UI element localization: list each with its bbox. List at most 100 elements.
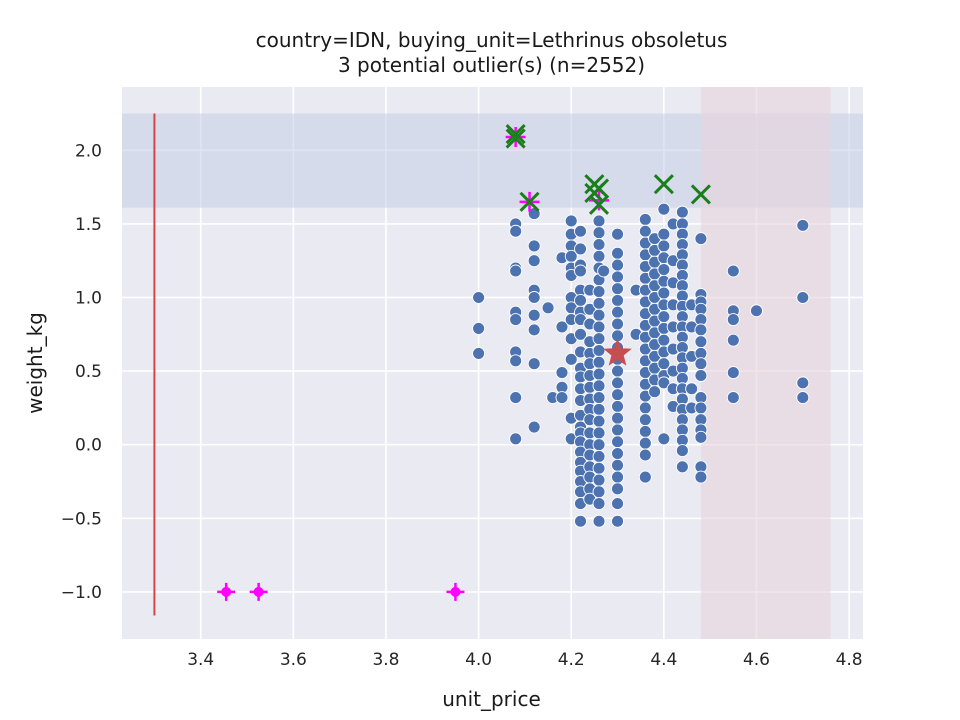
x-tick-label: 4.6 xyxy=(743,650,770,670)
data-point xyxy=(592,450,606,463)
y-axis-label: weight_kg xyxy=(23,312,47,414)
data-point xyxy=(574,242,587,256)
data-point xyxy=(472,291,486,304)
plus-marker xyxy=(589,190,610,211)
y-tick-label: 0.0 xyxy=(75,436,102,456)
data-point xyxy=(592,473,606,487)
data-point xyxy=(592,497,606,511)
data-point xyxy=(592,391,606,405)
x-tick-label: 3.6 xyxy=(280,650,307,670)
data-point xyxy=(564,352,578,366)
data-point xyxy=(509,354,523,368)
data-point xyxy=(592,414,606,428)
data-point xyxy=(509,391,523,405)
data-point xyxy=(592,285,606,299)
data-point xyxy=(694,232,708,246)
data-point xyxy=(685,382,699,396)
data-point xyxy=(592,514,606,528)
data-point xyxy=(611,447,624,460)
data-point xyxy=(796,291,810,304)
data-point xyxy=(638,213,652,226)
centroid-star xyxy=(603,338,632,366)
data-point xyxy=(592,426,606,440)
data-point xyxy=(592,238,606,251)
data-point xyxy=(555,366,569,380)
data-point xyxy=(726,391,740,405)
data-point xyxy=(694,323,708,337)
data-point xyxy=(726,264,740,278)
data-point xyxy=(796,376,810,390)
data-point xyxy=(592,214,606,228)
data-point xyxy=(583,302,597,316)
data-point xyxy=(638,448,652,462)
data-point xyxy=(527,254,541,268)
data-point xyxy=(592,344,606,357)
y-tick-label: −1.0 xyxy=(61,583,102,603)
data-point xyxy=(541,301,555,315)
data-point xyxy=(694,430,708,444)
data-point xyxy=(694,369,708,382)
y-tick-label: −0.5 xyxy=(61,509,102,529)
data-point xyxy=(592,402,606,416)
data-point xyxy=(611,458,624,472)
data-point xyxy=(611,282,624,296)
data-point xyxy=(611,435,624,449)
data-point xyxy=(726,366,740,380)
data-point xyxy=(675,460,689,474)
data-point xyxy=(472,321,486,335)
data-point xyxy=(574,264,587,278)
data-point xyxy=(611,411,624,425)
outlier-x-marker xyxy=(690,184,711,205)
data-point xyxy=(592,367,606,381)
data-point xyxy=(796,391,810,405)
data-point xyxy=(592,332,606,346)
data-point xyxy=(611,317,624,331)
data-point xyxy=(648,385,662,399)
data-point xyxy=(611,258,624,272)
y-tick-label: 2.0 xyxy=(75,141,102,161)
error-marker-dot xyxy=(253,586,264,597)
x-axis-label: unit_price xyxy=(442,687,541,711)
data-point xyxy=(694,357,708,371)
data-point xyxy=(527,291,541,304)
data-point xyxy=(611,376,624,390)
data-point xyxy=(555,391,569,405)
plot-area: 3.4 3.6 3.8 4.0 4.2 4.4 4.6 4.8 −1.0 −0.5 0.0 0.5 1.… xyxy=(61,87,863,670)
data-point xyxy=(611,482,624,496)
data-point xyxy=(509,313,523,327)
x-tick-label: 4.4 xyxy=(650,650,677,670)
data-point xyxy=(611,305,624,319)
data-point xyxy=(592,461,606,475)
error-marker-dot xyxy=(221,586,232,597)
data-point xyxy=(592,438,606,452)
data-point xyxy=(657,432,671,446)
data-point xyxy=(726,333,740,347)
data-point xyxy=(638,470,652,484)
data-point xyxy=(592,308,606,322)
data-point xyxy=(611,270,624,284)
data-point xyxy=(694,401,708,415)
data-point xyxy=(611,470,624,484)
y-tick-label: 1.5 xyxy=(75,215,102,235)
x-tick-label: 4.2 xyxy=(558,650,585,670)
x-tick-label: 4.8 xyxy=(836,650,863,670)
data-point xyxy=(657,239,671,253)
data-point xyxy=(726,313,740,327)
data-point xyxy=(638,413,652,427)
data-point xyxy=(657,286,671,300)
data-point xyxy=(564,214,578,228)
y-tick-label: 1.0 xyxy=(75,288,102,308)
data-point xyxy=(675,205,689,219)
data-point xyxy=(657,376,671,390)
data-point xyxy=(592,226,606,240)
data-point xyxy=(574,514,587,528)
x-tick-label: 3.4 xyxy=(187,650,214,670)
data-point xyxy=(527,308,541,322)
data-point xyxy=(611,423,624,437)
data-point xyxy=(574,293,587,307)
data-point xyxy=(611,246,624,260)
data-point xyxy=(694,335,708,349)
outlier-x-marker xyxy=(519,191,540,212)
data-point xyxy=(611,399,624,413)
